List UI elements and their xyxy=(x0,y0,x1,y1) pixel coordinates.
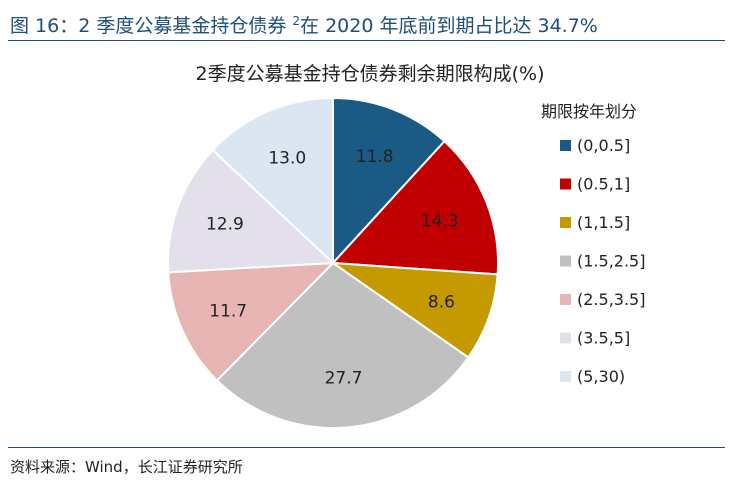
pie-slice xyxy=(167,261,336,382)
legend-swatch xyxy=(560,217,571,228)
source-note: 资料来源：Wind，长江证券研究所 xyxy=(10,458,243,476)
slice-value-label: 11.7 xyxy=(209,301,247,321)
pie-slices xyxy=(166,96,500,429)
pie-slice xyxy=(329,261,499,359)
figure-title-prefix: 图 16：2 季度公募基金持仓债券 xyxy=(10,15,293,37)
legend-label: (0.5,1] xyxy=(577,175,630,194)
bottom-divider xyxy=(8,447,725,448)
legend-swatch xyxy=(560,140,571,151)
legend-label: (1,1.5] xyxy=(577,213,630,232)
legend-swatch xyxy=(560,255,571,267)
legend: (0,0.5] (0.5,1] (1,1.5] (1.5,2.5] (2.5,3.5] (… xyxy=(560,136,645,386)
legend-label: (5,30) xyxy=(577,367,625,386)
slice-value-label: 11.8 xyxy=(356,147,394,167)
pie-slice xyxy=(211,96,334,266)
pie-slice xyxy=(166,148,336,274)
legend-swatch xyxy=(560,294,571,305)
slice-value-label: 13.0 xyxy=(268,149,306,169)
legend-swatch xyxy=(560,371,571,382)
chart-title: 2季度公募基金持仓债券剩余期限构成(%) xyxy=(196,63,545,85)
figure-title: 图 16：2 季度公募基金持仓债券 2在 2020 年底前到期占比达 34.7% xyxy=(10,6,725,37)
figure-title-superscript: 2 xyxy=(292,14,301,28)
legend-label: (3.5,5] xyxy=(577,329,630,348)
legend-label: (2.5,3.5] xyxy=(577,290,645,309)
legend-label: (1.5,2.5] xyxy=(577,252,645,271)
slice-value-label: 14.3 xyxy=(421,211,459,231)
legend-title: 期限按年划分 xyxy=(541,102,637,121)
top-divider xyxy=(8,40,725,41)
pie-slice xyxy=(215,261,470,429)
legend-label: (0,0.5] xyxy=(577,136,630,155)
slice-value-label: 27.7 xyxy=(325,369,363,389)
figure-title-suffix: 在 2020 年底前到期占比达 34.7% xyxy=(300,15,598,37)
legend-swatch xyxy=(560,332,571,344)
slice-value-label: 12.9 xyxy=(206,215,244,235)
slice-value-label: 8.6 xyxy=(428,292,455,312)
pie-slice xyxy=(332,96,446,266)
pie-slice xyxy=(330,139,500,276)
pie-slice-labels: 11.8 14.3 8.6 27.7 11.7 12.9 13.0 xyxy=(206,147,459,389)
legend-swatch xyxy=(560,178,571,190)
